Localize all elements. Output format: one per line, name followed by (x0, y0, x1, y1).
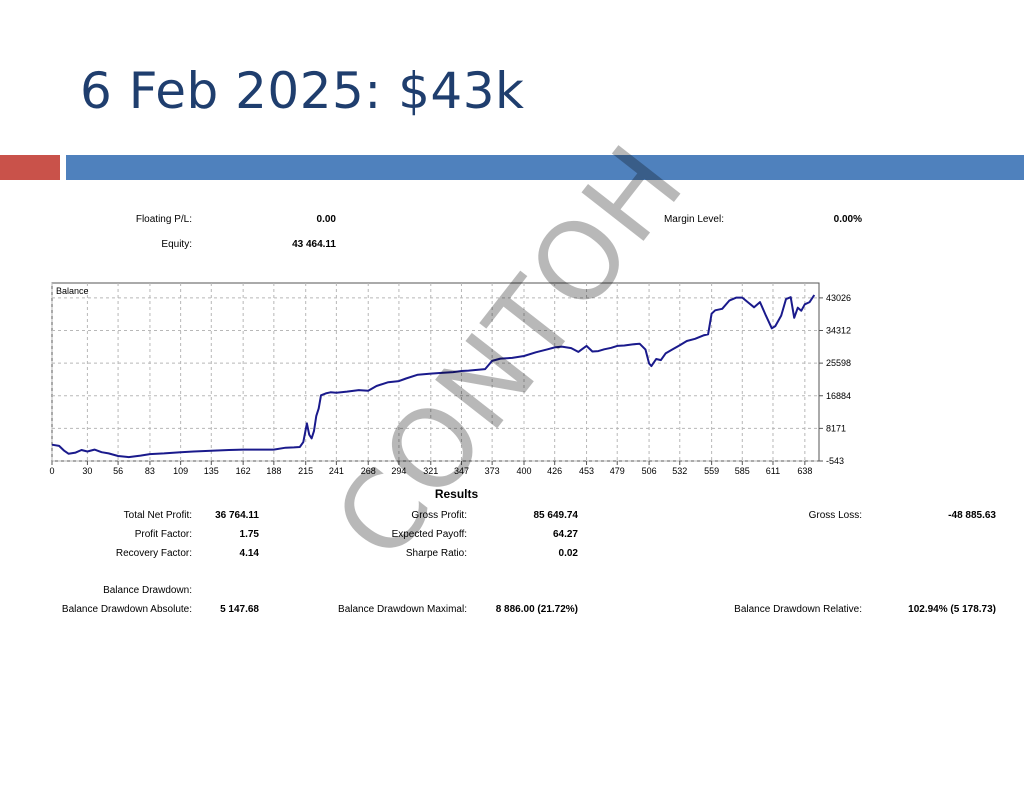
y-tick-label: 16884 (826, 391, 851, 401)
x-tick-label: 506 (642, 466, 657, 476)
equity-value: 43 464.11 (292, 239, 336, 250)
total-net-profit-value: 36 764.11 (215, 510, 259, 521)
gross-profit-label: Gross Profit: (411, 510, 467, 521)
x-tick-label: 321 (423, 466, 438, 476)
expected-payoff-value: 64.27 (552, 529, 578, 540)
bd-absolute-value: 5 147.68 (220, 604, 259, 615)
profit-factor-value: 1.75 (239, 529, 259, 540)
x-tick-label: 0 (49, 466, 54, 476)
x-tick-label: 56 (113, 466, 123, 476)
floating-pl-value: 0.00 (316, 214, 336, 225)
recovery-factor-label: Recovery Factor: (115, 548, 192, 559)
x-tick-label: 347 (454, 466, 469, 476)
x-tick-label: 215 (298, 466, 313, 476)
floating-pl-label: Floating P/L: (135, 214, 192, 225)
x-tick-label: 83 (145, 466, 155, 476)
gross-loss-label: Gross Loss: (808, 510, 862, 521)
x-tick-label: 135 (204, 466, 219, 476)
x-tick-label: 585 (735, 466, 750, 476)
gross-loss-value: -48 885.63 (948, 510, 996, 521)
x-tick-label: 638 (797, 466, 812, 476)
chart-grid (51, 283, 819, 462)
x-tick-label: 30 (82, 466, 92, 476)
x-tick-label: 426 (547, 466, 562, 476)
slide-title: 6 Feb 2025: $43k (80, 62, 525, 120)
accent-bar-blue (66, 155, 1024, 180)
x-tick-label: 241 (329, 466, 344, 476)
y-tick-label: 34312 (826, 326, 851, 336)
bd-maximal-value: 8 886.00 (21.72%) (495, 604, 578, 615)
x-tick-label: 400 (516, 466, 531, 476)
equity-label: Equity: (161, 239, 192, 250)
y-axis-ticks: 43026 34312 25598 16884 8171 -543 (819, 293, 851, 466)
x-tick-label: 611 (766, 466, 780, 476)
y-tick-label: 25598 (826, 358, 851, 368)
accent-bar-red (0, 155, 60, 180)
x-axis-ticks: 0 30 56 83 109 135 162 188 215 241 268 294 321 347 373… (49, 461, 812, 476)
y-tick-label: -543 (826, 456, 844, 466)
profit-factor-label: Profit Factor: (134, 529, 192, 540)
x-tick-label: 268 (361, 466, 376, 476)
bd-maximal-label: Balance Drawdown Maximal: (338, 604, 467, 615)
x-tick-label: 109 (173, 466, 188, 476)
expected-payoff-label: Expected Payoff: (391, 529, 467, 540)
margin-level-value: 0.00% (833, 214, 862, 225)
sharpe-ratio-value: 0.02 (558, 548, 578, 559)
gross-profit-value: 85 649.74 (533, 510, 579, 521)
sharpe-ratio-label: Sharpe Ratio: (405, 548, 467, 559)
x-tick-label: 162 (236, 466, 251, 476)
x-tick-label: 294 (391, 466, 406, 476)
bd-relative-value: 102.94% (5 178.73) (908, 604, 996, 615)
x-tick-label: 373 (485, 466, 500, 476)
x-tick-label: 559 (704, 466, 719, 476)
chart-title: Balance (56, 286, 89, 296)
balance-drawdown-label: Balance Drawdown: (103, 585, 192, 596)
results-title: Results (434, 487, 479, 501)
total-net-profit-label: Total Net Profit: (123, 510, 192, 521)
bd-relative-label: Balance Drawdown Relative: (734, 604, 862, 615)
balance-series-line (51, 294, 816, 459)
x-tick-label: 532 (672, 466, 687, 476)
x-tick-label: 453 (579, 466, 594, 476)
margin-level-label: Margin Level: (663, 214, 724, 225)
y-tick-label: 43026 (826, 293, 851, 303)
y-tick-label: 8171 (826, 423, 846, 433)
recovery-factor-value: 4.14 (239, 548, 259, 559)
bd-absolute-label: Balance Drawdown Absolute: (61, 604, 192, 615)
x-tick-label: 188 (266, 466, 281, 476)
x-tick-label: 479 (610, 466, 625, 476)
chart-frame (51, 282, 820, 462)
